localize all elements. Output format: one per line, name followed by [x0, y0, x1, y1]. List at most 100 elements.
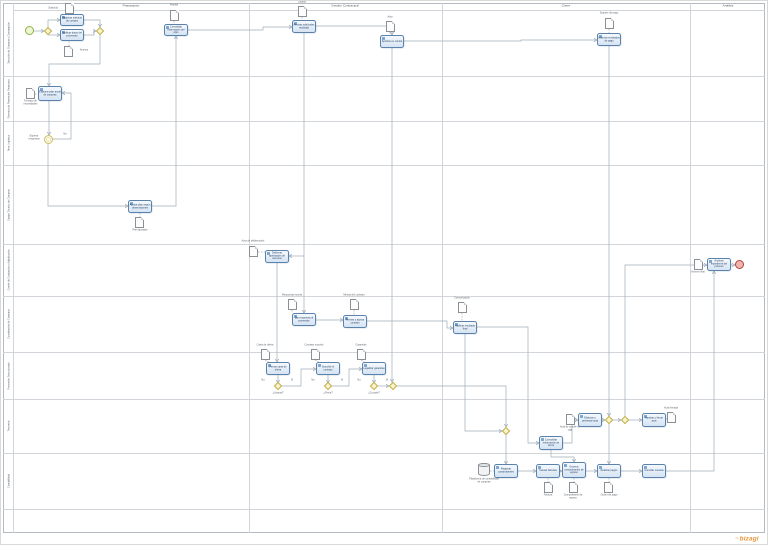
task-deliberar-recursos[interactable]: Deliberar aprobación de recursos — [265, 250, 289, 263]
task-label: Suscribir el contrato — [321, 365, 335, 371]
task-aprobar-acta[interactable]: Aprobar y firmar acta — [642, 413, 666, 427]
task-label: Registrar comprobantes — [498, 467, 514, 474]
lane-7-label: Proveedor Seleccionado — [7, 361, 10, 390]
datastore-cylinder[interactable] — [478, 463, 490, 476]
gateway-label: ¿Cumple? — [368, 391, 380, 395]
task-realizar-pagos[interactable]: Realizar pagos — [597, 464, 621, 478]
task-conciliar-cuentas[interactable]: Conciliar cuentas — [642, 464, 666, 478]
task-label: Aprobar y firmar acta — [645, 416, 663, 423]
phase-header-gestion: Gestión Contractual — [331, 4, 359, 8]
document-factura[interactable] — [544, 482, 553, 493]
doc-label: Comprobante de egreso — [563, 493, 583, 500]
doc-label: Minuta del contrato — [343, 293, 365, 297]
task-label: Deliberar aprobación de recursos — [269, 251, 285, 261]
document-solicitud[interactable] — [65, 3, 74, 14]
task-consolidar-plan[interactable]: Consolidar información del plan — [164, 24, 188, 36]
task-ajustar-plan[interactable]: Ajustar plan según observaciones — [128, 200, 152, 213]
lane-divider — [3, 399, 765, 400]
document-acta-comite-caja[interactable] — [566, 414, 575, 425]
task-consolidar-cierre[interactable]: Consolidar información de cierre — [539, 436, 563, 450]
task-causar-facturas[interactable]: Causar facturas — [536, 464, 560, 478]
phase-header-cierre: Cierre — [561, 4, 571, 8]
doc-label: Orden de pago — [600, 493, 618, 497]
lane-3: Área Logística — [3, 121, 14, 165]
document-anexos[interactable] — [64, 46, 73, 57]
document-acta-firmada[interactable] — [667, 412, 676, 423]
phase-header-preparacion: Preparación — [122, 4, 140, 8]
flow-label-no: No — [261, 378, 265, 382]
task-label: Consolidar información de cierre — [542, 438, 560, 447]
task-label: Verificar datos del proveedor — [62, 31, 82, 38]
datastore-label: Plataforma de contabilidad de compras — [469, 477, 499, 484]
document-soporte-pago[interactable] — [605, 18, 614, 29]
document-acta[interactable] — [386, 21, 395, 32]
doc-label: Contrato suscrito — [304, 343, 324, 347]
task-informar-resultados[interactable]: Informar resultados de pago — [597, 33, 621, 46]
document-plan-ajustado[interactable] — [135, 217, 144, 228]
task-suscribir-contrato[interactable]: Suscribir el contrato — [316, 362, 340, 375]
document-comprobante-egreso[interactable] — [569, 482, 578, 493]
task-archivar-expediente[interactable]: Archivar expediente del proceso — [707, 258, 731, 271]
flow-label-no: No — [311, 378, 315, 382]
document-contrato-suscrito[interactable] — [311, 349, 320, 360]
start-event[interactable] — [25, 26, 34, 35]
task-label: Elaborar plan anual de compras — [39, 90, 61, 96]
document-formato-necesidades[interactable] — [26, 88, 35, 99]
document-carta-oferta[interactable] — [261, 349, 270, 360]
doc-label: Factura — [543, 493, 553, 497]
document-listado[interactable] — [298, 6, 307, 17]
doc-label: Garantías — [355, 343, 367, 347]
doc-label: Acta — [387, 15, 393, 19]
phase-header-divider — [13, 10, 765, 11]
task-label: Revisar solicitudes recibidas — [293, 23, 315, 29]
task-elaborar-acta[interactable]: Elaborar y presentar acta — [578, 413, 602, 427]
doc-label: Informe final — [691, 270, 705, 274]
lane-divider — [3, 296, 765, 297]
task-registrar-comprobantes[interactable]: Registrar comprobantes — [494, 464, 518, 478]
task-notificar-resultado[interactable]: Notificar resultado final — [453, 321, 477, 334]
wait-intermediate-event[interactable] — [44, 135, 53, 144]
doc-label: Planilla — [169, 3, 179, 7]
flow-label-si: Sí — [340, 378, 344, 382]
task-label: Revisar y ajustar contrato — [345, 318, 365, 324]
doc-label: Solicitud — [48, 6, 58, 10]
task-registrar-solicitud[interactable]: Registrar solicitud de compra — [60, 14, 84, 26]
lane-5-label: Comité de Evaluación y Adjudicación — [7, 249, 10, 291]
task-revisar-solicitudes[interactable]: Revisar solicitudes recibidas — [292, 20, 316, 33]
task-dar-respuesta[interactable]: Dar respuesta al proveedor — [292, 313, 316, 326]
task-label: Informar resultados de pago — [598, 36, 620, 42]
task-revisar-contrato[interactable]: Revisar y ajustar contrato — [343, 315, 367, 328]
task-label: Realizar pagos — [600, 469, 618, 473]
task-aprobar-comite[interactable]: Aprobar en comité — [380, 35, 404, 48]
document-garantias[interactable] — [357, 349, 366, 360]
document-orden-pago[interactable] — [604, 482, 613, 493]
flow-label-si: Sí — [385, 378, 389, 382]
task-generar-egresos[interactable]: Generar comprobantes de egreso — [562, 462, 586, 478]
process-pool — [3, 3, 765, 533]
lane-4: Equipo Técnico de Compras — [3, 165, 14, 244]
doc-label: Anexos — [79, 48, 89, 52]
doc-label: Listado — [297, 0, 307, 4]
task-label: Generar comprobantes de egreso — [564, 465, 584, 474]
end-event[interactable] — [735, 260, 744, 269]
flow-label-no: No — [63, 132, 67, 136]
task-legalizar-garantias[interactable]: Legalizar garantías — [362, 362, 386, 375]
document-comunicacion[interactable] — [458, 302, 467, 313]
document-planilla[interactable] — [170, 10, 179, 21]
task-label: Elaborar y presentar acta — [582, 416, 598, 423]
task-verificar-proveedor[interactable]: Verificar datos del proveedor — [60, 29, 84, 41]
task-firmar-oferta[interactable]: Firmar carta de oferta — [266, 362, 290, 375]
task-elaborar-plan[interactable]: Elaborar plan anual de compras — [38, 86, 62, 101]
lane-6-label: Coordinación de Contratos — [7, 309, 10, 339]
document-minuta-contrato[interactable] — [350, 299, 359, 310]
lane-divider — [3, 352, 765, 353]
lane-5: Comité de Evaluación y Adjudicación — [3, 244, 14, 296]
lane-9-label: Contabilidad — [7, 474, 10, 488]
doc-label: Formato de necesidades — [23, 99, 38, 106]
document-informe-final[interactable] — [694, 259, 703, 270]
document-acta-deliberacion[interactable] — [249, 246, 258, 257]
task-label: Consolidar información del plan — [167, 25, 185, 34]
doc-label: Plan ajustado — [132, 228, 148, 232]
task-label: Notificar resultado final — [454, 324, 476, 330]
document-respuesta-escrita[interactable] — [288, 299, 297, 310]
